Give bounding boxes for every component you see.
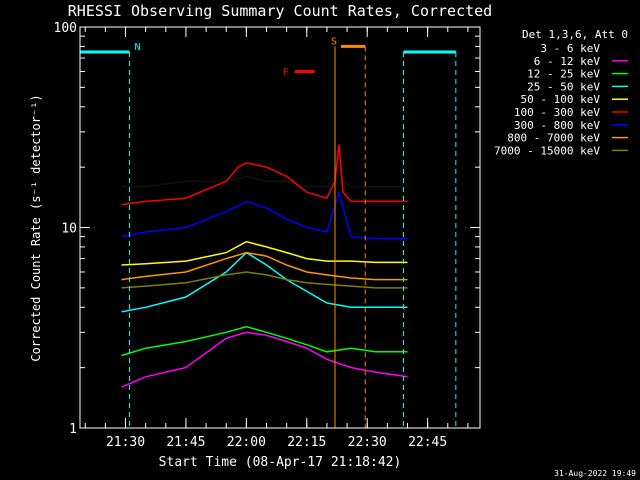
series-line-300-800-kev: [121, 189, 408, 240]
series-line-12-25-kev: [121, 325, 408, 357]
legend-label-100-300-kev: 100 - 300 keV: [514, 106, 600, 119]
footer-timestamp: 31-Aug-2022 19:49: [554, 469, 636, 478]
y-tick-label-1: 1: [69, 422, 77, 437]
x-tick-label-22-15: 22:15: [287, 435, 326, 450]
y-tick-label-100: 100: [54, 21, 77, 36]
series-line-800-7000-kev: [121, 251, 408, 281]
legend-label-800-7000-kev: 800 - 7000 keV: [507, 132, 600, 145]
legend-label-25-50-kev: 25 - 50 keV: [527, 80, 600, 93]
legend-label-12-25-kev: 12 - 25 keV: [527, 68, 600, 81]
legend-header: Det 1,3,6, Att 0: [522, 28, 628, 41]
series-layer: [121, 144, 408, 388]
x-axis-label: Start Time (08-Apr-17 21:18:42): [159, 455, 402, 470]
series-line-7000-15000-kev: [121, 271, 408, 289]
annotation-label-n: N: [135, 42, 141, 53]
x-tick-label-22-45: 22:45: [408, 435, 447, 450]
legend-label-3-6-kev: 3 - 6 keV: [540, 42, 600, 55]
legend-label-6-12-kev: 6 - 12 keV: [534, 55, 601, 68]
x-tick-label-21-45: 21:45: [166, 435, 205, 450]
series-line-50-100-kev: [121, 240, 408, 266]
legend-label-300-800-kev: 300 - 800 keV: [514, 119, 600, 132]
series-line-3-6-kev: [121, 164, 408, 188]
series-line-100-300-kev: [121, 144, 408, 206]
series-line-6-12-kev: [121, 331, 408, 388]
series-line-25-50-kev: [121, 251, 408, 313]
x-tick-label-21-30: 21:30: [106, 435, 145, 450]
y-axis-label: Corrected Count Rate (s⁻¹ detector⁻¹): [29, 94, 43, 361]
legend-label-50-100-kev: 50 - 100 keV: [521, 93, 601, 106]
annotation-layer: N S F: [80, 36, 457, 428]
x-tick-label-22-30: 22:30: [348, 435, 387, 450]
axis-layer: 21:30 21:45 22:00 22:15 22:30 22:45 1 10 100: [54, 21, 480, 450]
annotation-label-f: F: [283, 67, 289, 78]
annotation-label-s: S: [331, 36, 337, 47]
legend-label-7000-15000-kev: 7000 - 15000 keV: [494, 144, 600, 157]
chart-title: RHESSI Observing Summary Count Rates, Co…: [68, 2, 492, 20]
y-tick-label-10: 10: [61, 222, 77, 237]
x-tick-label-22-00: 22:00: [227, 435, 266, 450]
